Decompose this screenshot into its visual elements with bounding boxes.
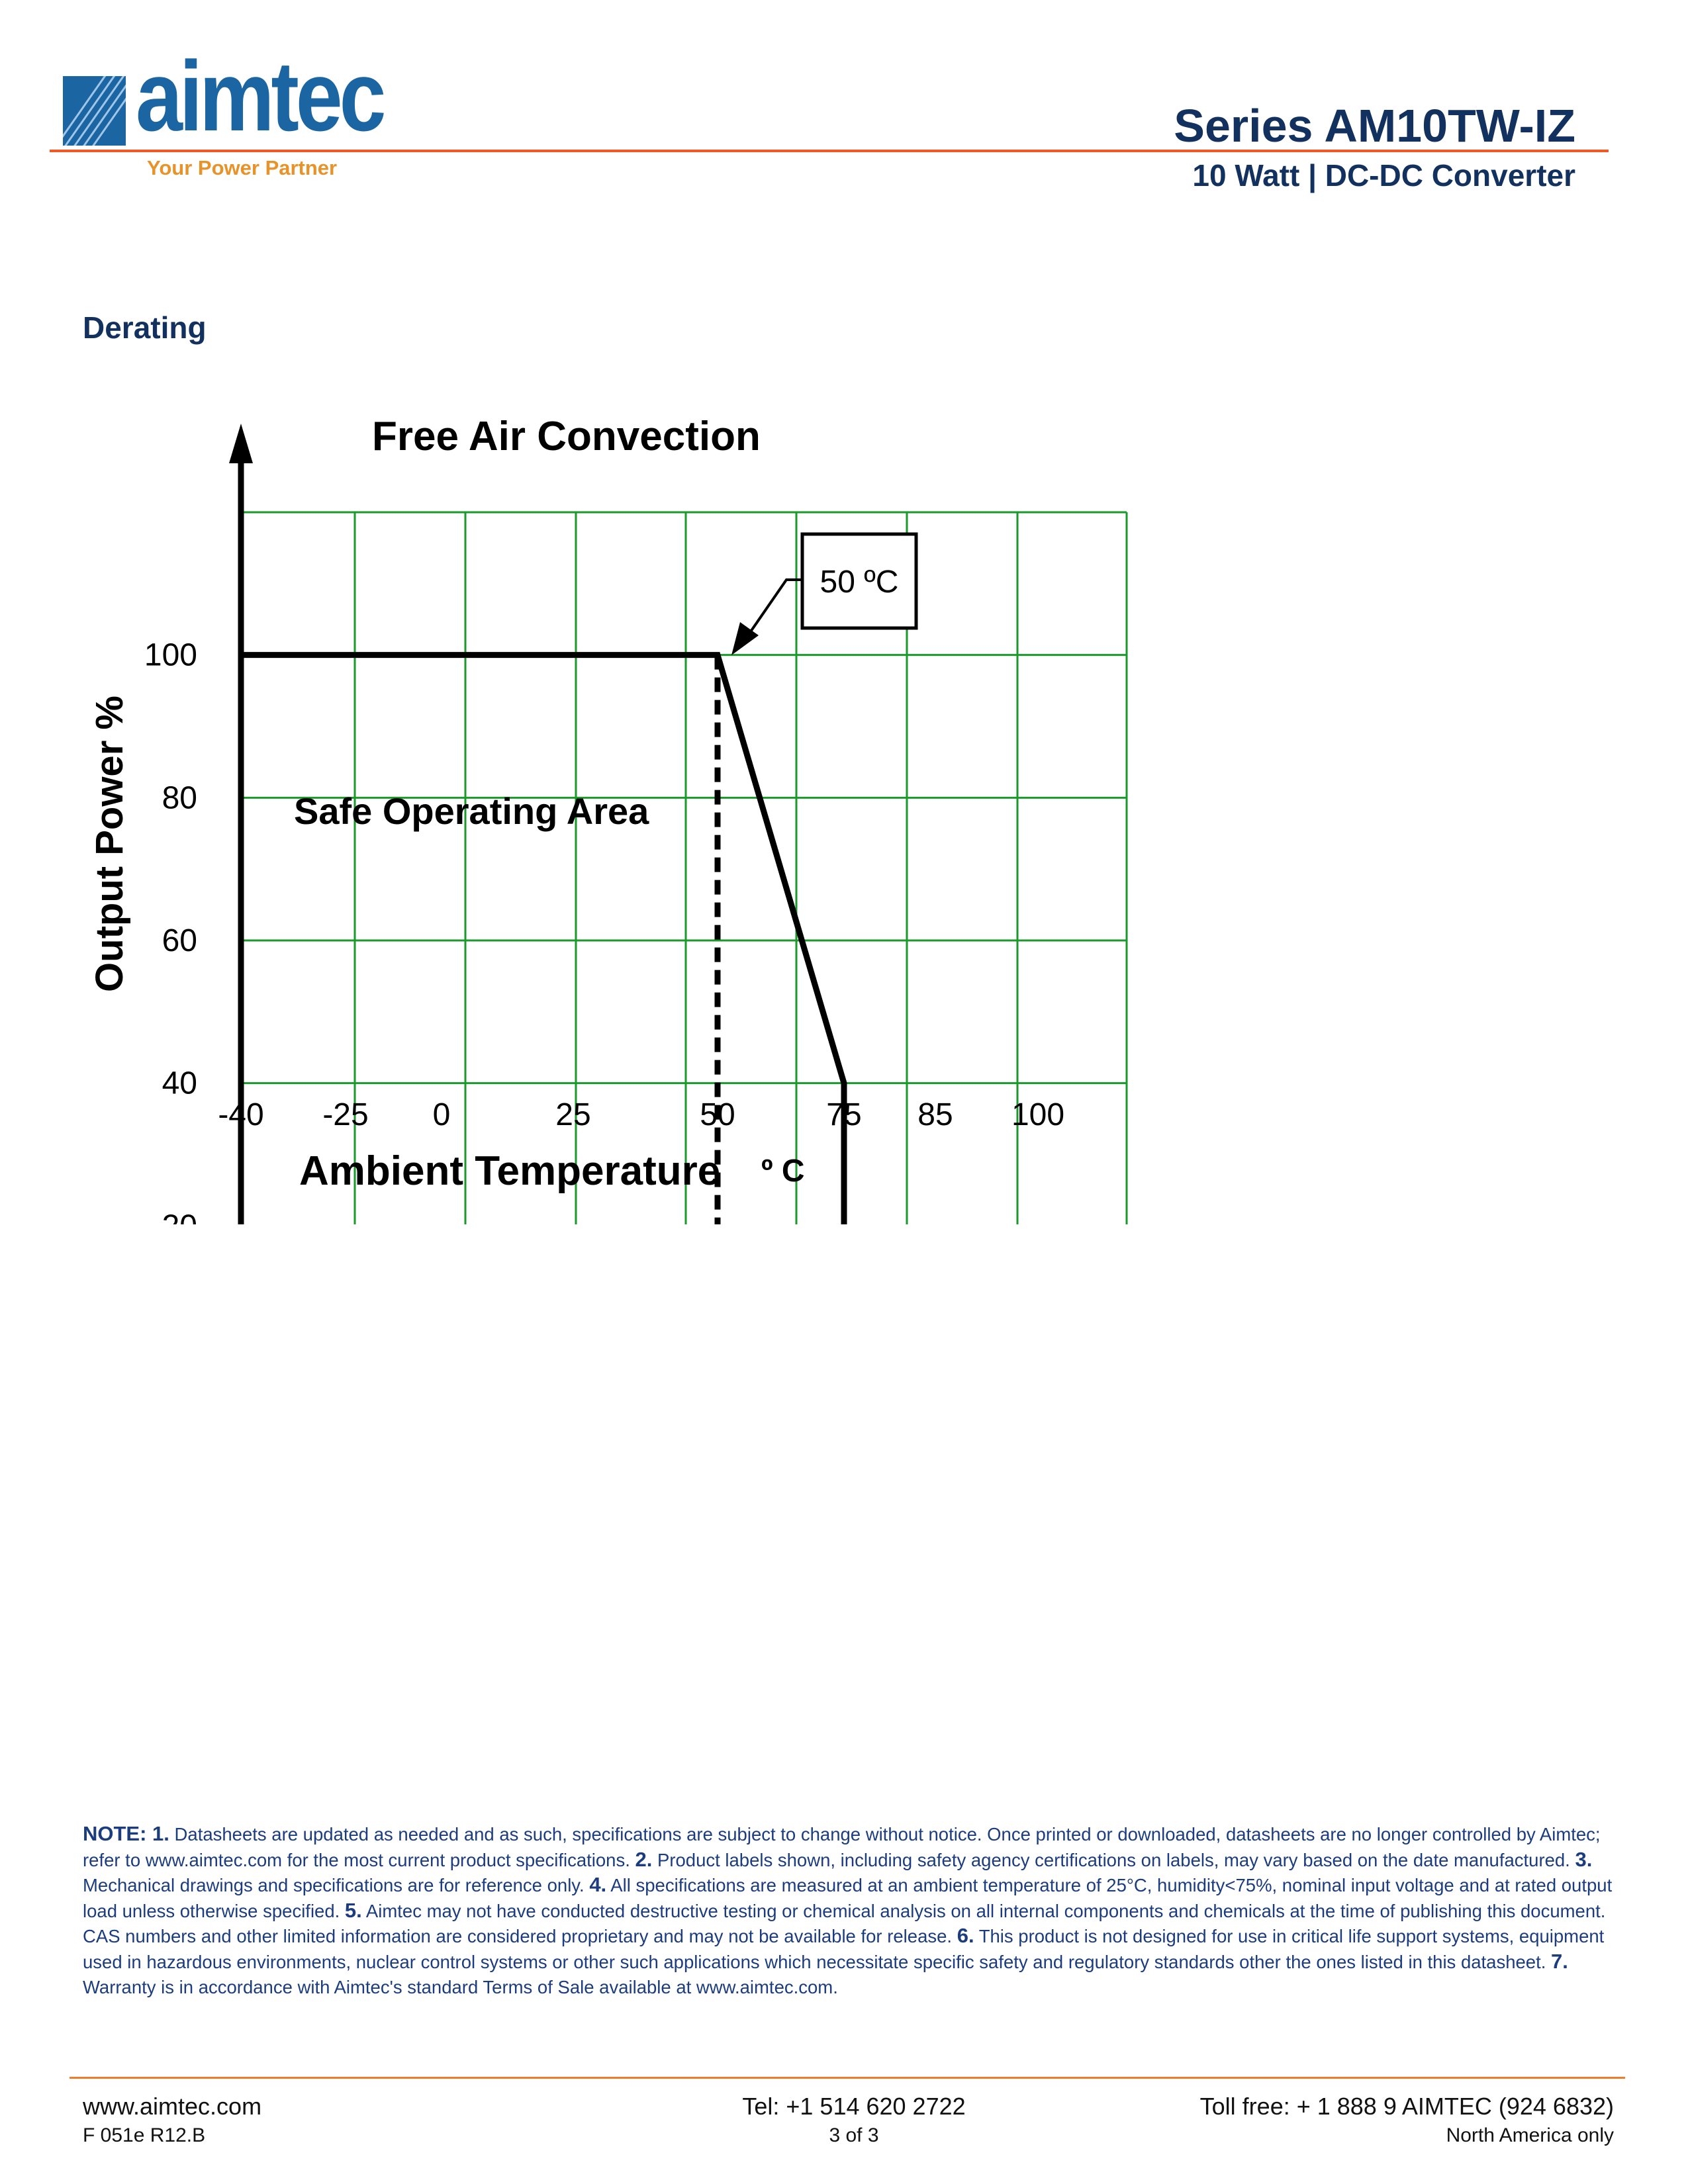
series-title: Series AM10TW-IZ [1174, 100, 1575, 152]
note-text: Datasheets are updated as needed and as … [83, 1824, 1601, 1870]
x-tick-label: 0 [433, 1097, 451, 1132]
region-label: Safe Operating Area [294, 790, 649, 832]
annotation-leader [747, 578, 802, 637]
x-axis-unit: º C [761, 1154, 805, 1189]
annotation-arrow-icon [731, 622, 759, 655]
note-text: All specifications are measured at an am… [83, 1875, 1613, 1921]
y-tick-label: 20 [162, 1208, 197, 1224]
note-number: 5. [344, 1898, 362, 1922]
footer-toll-free: Toll free: + 1 888 9 AIMTEC (924 6832) [1199, 2093, 1614, 2120]
notes-paragraph: NOTE: 1. Datasheets are updated as neede… [83, 1821, 1618, 1999]
note-text: This product is not designed for use in … [83, 1926, 1605, 1972]
section-title: Derating [83, 310, 207, 345]
note-number: 3. [1575, 1847, 1593, 1871]
note-number: NOTE: 1. [83, 1822, 169, 1845]
header-divider [50, 150, 1609, 152]
x-tick-label: 25 [555, 1097, 590, 1132]
y-axis-arrow-icon [229, 424, 253, 463]
x-tick-label: 85 [917, 1097, 953, 1132]
y-tick-label: 40 [162, 1066, 197, 1101]
footer-website: www.aimtec.com [83, 2093, 262, 2120]
y-tick-label: 60 [162, 923, 197, 958]
logo: aimtec [136, 40, 386, 152]
footer-form-code: F 051e R12.B [83, 2124, 206, 2146]
note-number: 6. [957, 1924, 974, 1948]
y-tick-label: 80 [162, 780, 197, 815]
annotation-label: 50 ºC [820, 565, 899, 600]
annotation-box [800, 532, 918, 630]
series-line [241, 652, 847, 1224]
x-tick-label: -25 [322, 1097, 368, 1132]
x-tick-label: -40 [218, 1097, 263, 1132]
derating-chart: 100806040200-40-25025507585100 Free Air … [88, 414, 1128, 1224]
x-tick-label: 100 [1011, 1097, 1064, 1132]
note-number: 7. [1551, 1949, 1568, 1973]
y-tick-label: 100 [144, 638, 197, 673]
footer-region-note: North America only [1446, 2124, 1614, 2146]
logo-mark-icon [63, 76, 126, 146]
note-text: Warranty is in accordance with Aimtec's … [83, 1976, 838, 1997]
series-subtitle: 10 Watt | DC-DC Converter [1192, 158, 1575, 193]
y-axis-label: Output Power % [88, 696, 131, 992]
footer-divider [70, 2077, 1625, 2079]
footer-tel: Tel: +1 514 620 2722 [742, 2093, 966, 2120]
footer-page-number: 3 of 3 [829, 2124, 879, 2146]
chart-title: Free Air Convection [372, 414, 761, 459]
note-number: 2. [635, 1847, 653, 1871]
note-text: Aimtec may not have conducted destructiv… [83, 1900, 1606, 1947]
note-text: Product labels shown, including safety a… [652, 1849, 1575, 1870]
note-text: Mechanical drawings and specifications a… [83, 1875, 590, 1896]
x-axis-label: Ambient Temperature [299, 1148, 720, 1194]
note-number: 4. [589, 1873, 607, 1897]
chart-grid [240, 511, 1128, 1224]
logo-tagline: Your Power Partner [147, 156, 338, 179]
